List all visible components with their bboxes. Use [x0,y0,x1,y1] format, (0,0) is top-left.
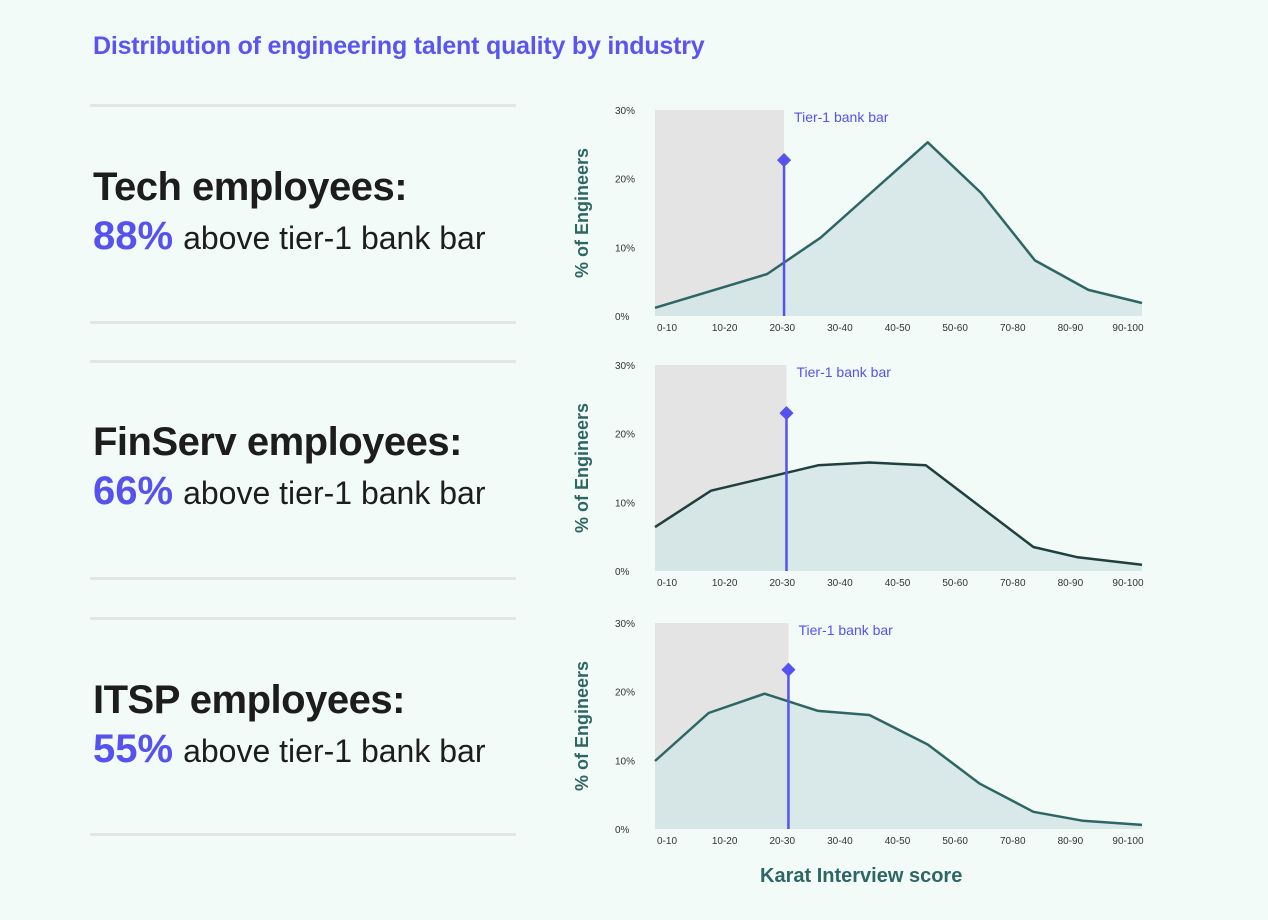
divider [90,617,516,620]
percent-suffix: above tier-1 bank bar [183,220,486,256]
x-tick-label: 10-20 [712,323,738,334]
distribution-line [654,461,1143,567]
percent-value: 66% [93,469,174,513]
y-tick-label: 10% [615,498,635,509]
x-tick-label: 90-100 [1112,323,1144,334]
distribution-area [655,693,1142,829]
y-tick-label: 10% [615,243,635,254]
x-tick-label: 30-40 [827,578,853,589]
y-tick-label: 0% [615,825,630,836]
divider [90,360,516,363]
x-tick-label: 40-50 [885,578,911,589]
x-tick-label: 40-50 [885,323,911,334]
x-tick-label: 80-90 [1058,836,1084,847]
panel-heading-finserv: FinServ employees: [93,420,462,464]
x-tick-label: 70-80 [1000,836,1026,847]
chart-title: Distribution of engineering talent quali… [93,32,705,60]
y-axis-label: % of Engineers [572,661,592,791]
tier1-diamond-marker [776,153,792,168]
y-axis-label: % of Engineers [572,148,592,278]
divider [90,577,516,580]
x-tick-label: 0-10 [657,836,677,847]
tier1-bank-bar-label: Tier-1 bank bar [798,622,893,638]
y-tick-label: 30% [615,361,635,372]
distribution-line [654,141,1143,309]
panel-stat-finserv: 66% above tier-1 bank bar [93,469,485,514]
distribution-area [655,462,1142,571]
x-tick-label: 0-10 [657,578,677,589]
x-axis-label: Karat Interview score [760,865,963,887]
tier1-bank-bar-label: Tier-1 bank bar [796,364,891,380]
y-tick-label: 20% [615,175,635,186]
distribution-area [655,142,1142,316]
percent-suffix: above tier-1 bank bar [183,475,486,511]
x-tick-label: 30-40 [827,836,853,847]
y-tick-label: 0% [615,312,630,323]
x-tick-label: 10-20 [712,836,738,847]
percent-suffix: above tier-1 bank bar [183,733,486,769]
x-tick-label: 50-60 [942,323,968,334]
y-tick-label: 30% [615,619,635,630]
x-tick-label: 90-100 [1112,578,1144,589]
x-tick-label: 10-20 [712,578,738,589]
percent-value: 55% [93,727,174,771]
x-tick-label: 50-60 [942,836,968,847]
finserv-distribution-chart: Tier-1 bank bar 0% 10% 20% 30% 0-10 10-20 20-30… [572,361,1144,589]
itsp-distribution-chart: Tier-1 bank bar 0% 10% 20% 30% 0-10 10-20 20-30… [572,619,1144,847]
y-axis-label: % of Engineers [572,403,592,533]
x-tick-label: 20-30 [769,578,795,589]
y-tick-label: 30% [615,106,635,117]
y-tick-label: 20% [615,688,635,699]
x-tick-label: 20-30 [769,323,795,334]
y-tick-label: 0% [615,567,630,578]
x-tick-label: 20-30 [769,836,795,847]
distribution-line [654,692,1143,827]
percent-value: 88% [93,214,174,258]
divider [90,321,516,324]
panel-stat-tech: 88% above tier-1 bank bar [93,214,485,259]
x-tick-label: 70-80 [1000,323,1026,334]
tier1-bank-bar-label: Tier-1 bank bar [794,109,889,125]
panel-heading-itsp: ITSP employees: [93,678,405,722]
x-tick-label: 80-90 [1058,578,1084,589]
x-tick-label: 40-50 [885,836,911,847]
x-tick-label: 70-80 [1000,578,1026,589]
panel-heading-tech: Tech employees: [93,165,408,209]
x-tick-label: 0-10 [657,323,677,334]
y-tick-label: 20% [615,430,635,441]
tech-distribution-chart: Tier-1 bank bar 0% 10% 20% 30% 0-10 10-20 20-30… [572,106,1144,334]
divider [90,833,516,836]
x-tick-label: 50-60 [942,578,968,589]
y-tick-label: 10% [615,756,635,767]
x-tick-label: 80-90 [1058,323,1084,334]
divider [90,104,516,107]
x-tick-label: 90-100 [1112,836,1144,847]
panel-stat-itsp: 55% above tier-1 bank bar [93,727,485,772]
x-tick-label: 30-40 [827,323,853,334]
